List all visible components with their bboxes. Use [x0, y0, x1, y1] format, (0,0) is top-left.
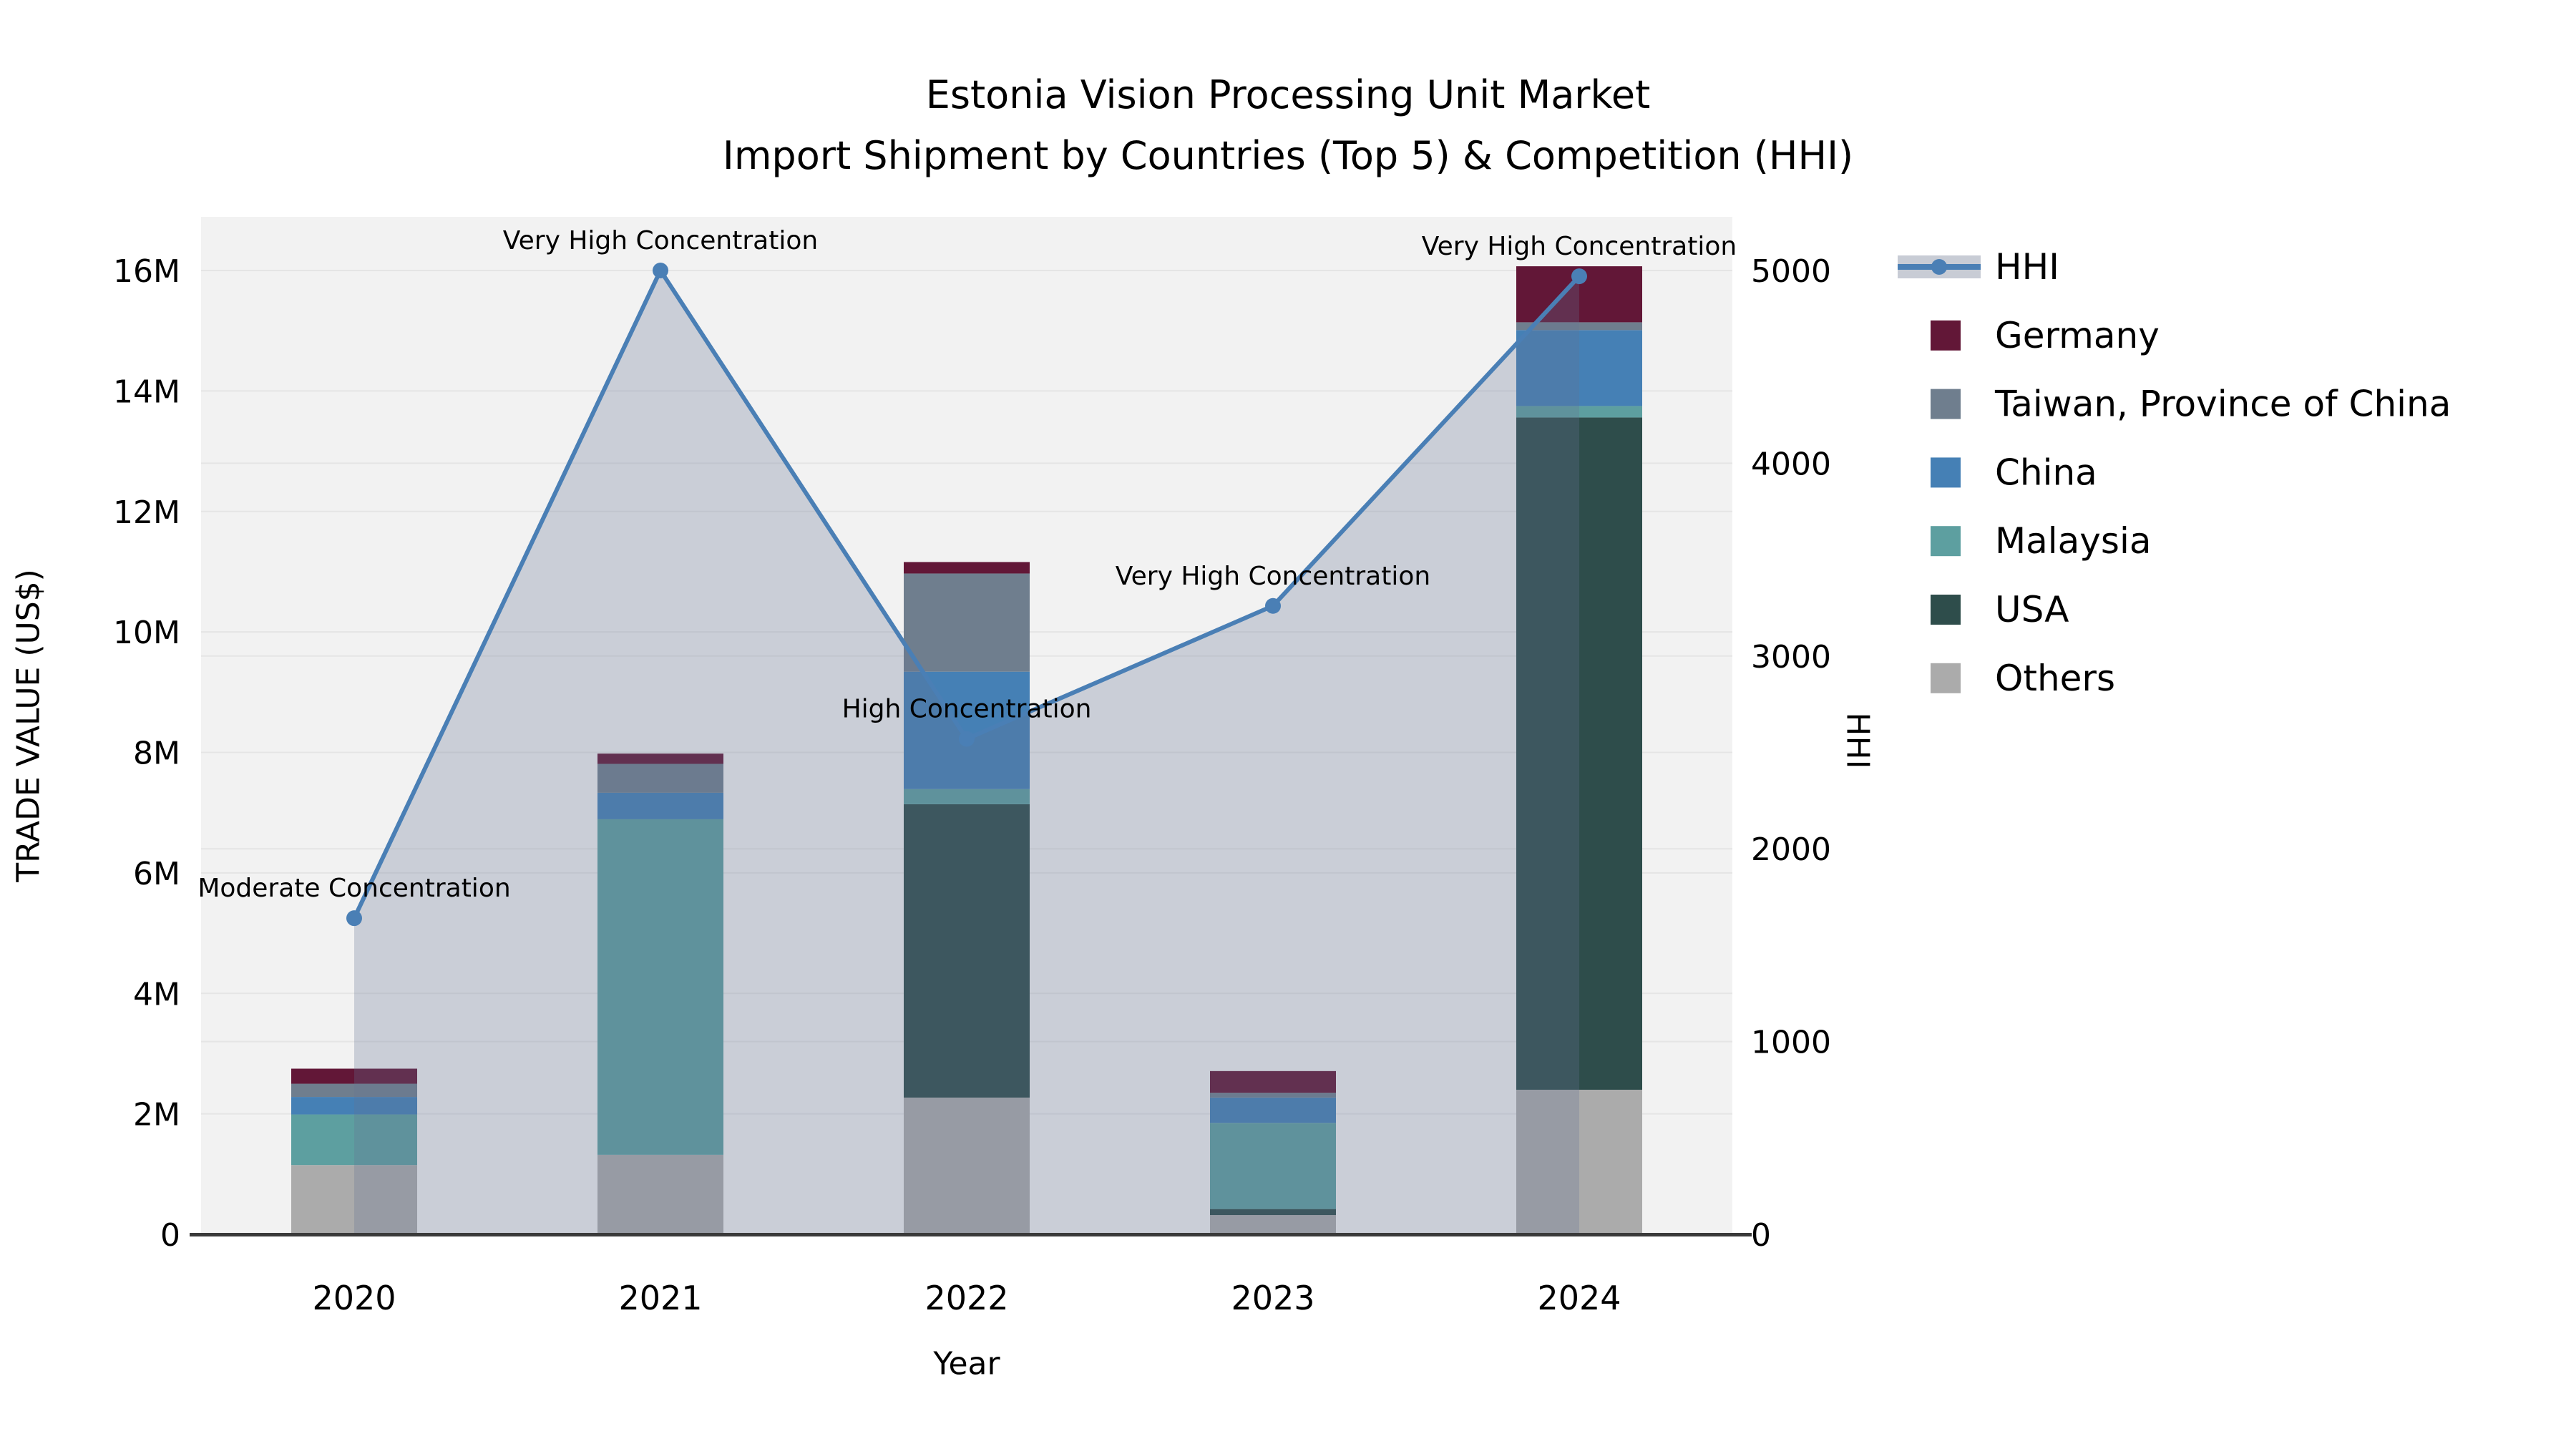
annotation-very-high-concentration-2024: Very High Concentration	[1422, 232, 1737, 261]
legend-label-usa: USA	[1995, 589, 2069, 630]
chart-subtitle: Import Shipment by Countries (Top 5) & C…	[722, 133, 1854, 178]
y-tick-label-8M: 8M	[133, 736, 180, 772]
hhi-point-2021	[653, 263, 668, 278]
legend-label-others: Others	[1995, 658, 2115, 699]
annotation-moderate-concentration-2020: Moderate Concentration	[197, 874, 510, 903]
bar-usa-2022	[904, 804, 1030, 1098]
hhi-point-2023	[1265, 597, 1281, 614]
hhi-area	[354, 270, 1579, 1234]
legend-swatch-others	[1931, 663, 1961, 693]
y2-tick-label-4000: 4000	[1751, 446, 1831, 482]
hhi-point-2020	[346, 910, 362, 927]
bar-others-2021	[597, 1154, 723, 1234]
bar-china-2020	[291, 1097, 417, 1115]
x-tick-label-2020: 2020	[312, 1279, 396, 1317]
bar-malaysia-2024	[1516, 406, 1642, 418]
bar-taiwan-province-of-china-2023	[1210, 1093, 1336, 1098]
bar-china-2023	[1210, 1097, 1336, 1123]
x-tick-label-2022: 2022	[924, 1279, 1008, 1317]
legend-swatch-usa	[1931, 595, 1961, 625]
bar-usa-2023	[1210, 1209, 1336, 1216]
y2-tick-label-5000: 5000	[1751, 253, 1831, 290]
y2-tick-label-3000: 3000	[1751, 639, 1831, 675]
annotation-very-high-concentration-2021: Very High Concentration	[503, 226, 818, 255]
bar-germany-2020	[291, 1068, 417, 1084]
y-tick-label-14M: 14M	[113, 374, 180, 410]
x-axis-line	[190, 1233, 1752, 1236]
bar-malaysia-2023	[1210, 1123, 1336, 1209]
y-tick-label-10M: 10M	[113, 615, 180, 651]
bar-taiwan-province-of-china-2024	[1516, 322, 1642, 331]
y-tick-label-6M: 6M	[133, 856, 180, 892]
y2-tick-label-1000: 1000	[1751, 1025, 1831, 1061]
bar-germany-2022	[904, 562, 1030, 574]
y2-tick-label-2000: 2000	[1751, 831, 1831, 868]
legend-label-germany: Germany	[1995, 315, 2160, 356]
y-tick-label-4M: 4M	[133, 976, 180, 1013]
legend-label-malaysia: Malaysia	[1995, 520, 2151, 562]
x-tick-label-2024: 2024	[1537, 1279, 1621, 1317]
bar-usa-2024	[1516, 417, 1642, 1090]
x-tick-label-2023: 2023	[1231, 1279, 1314, 1317]
bar-china-2022	[904, 671, 1030, 789]
annotation-very-high-concentration-2023: Very High Concentration	[1116, 562, 1430, 591]
bar-malaysia-2021	[597, 819, 723, 1155]
legend-label-china: China	[1995, 452, 2097, 493]
y-tick-label-0: 0	[160, 1217, 180, 1254]
bar-others-2023	[1210, 1215, 1336, 1234]
y-axis-title: TRADE VALUE (US$)	[10, 569, 47, 882]
bar-germany-2021	[597, 753, 723, 764]
x-tick-label-2021: 2021	[618, 1279, 702, 1317]
legend-swatch-germany	[1931, 320, 1961, 351]
bar-china-2021	[597, 792, 723, 819]
chart-title: Estonia Vision Processing Unit Market	[925, 72, 1651, 117]
legend-swatch-china	[1931, 457, 1961, 488]
bar-taiwan-province-of-china-2022	[904, 573, 1030, 672]
bar-malaysia-2020	[291, 1114, 417, 1166]
hhi-point-2022	[959, 731, 975, 747]
x-axis-title: Year	[933, 1345, 1000, 1382]
y-tick-label-2M: 2M	[133, 1097, 180, 1133]
legend-swatch-malaysia	[1931, 526, 1961, 557]
bar-china-2024	[1516, 330, 1642, 406]
y-tick-label-16M: 16M	[113, 253, 180, 290]
hhi-point-2024	[1571, 268, 1587, 285]
y2-tick-label-0: 0	[1751, 1217, 1771, 1254]
legend-swatch-hhi-marker-icon	[1931, 259, 1947, 275]
bar-malaysia-2022	[904, 789, 1030, 804]
annotation-high-concentration-2022: High Concentration	[842, 695, 1092, 724]
y-tick-label-12M: 12M	[113, 494, 180, 531]
legend-swatch-taiwan-province-of-china	[1931, 389, 1961, 419]
bar-taiwan-province-of-china-2020	[291, 1083, 417, 1098]
bar-taiwan-province-of-china-2021	[597, 763, 723, 793]
bar-others-2020	[291, 1165, 417, 1234]
legend-label-taiwan-province-of-china: Taiwan, Province of China	[1994, 384, 2451, 425]
bar-others-2022	[904, 1097, 1030, 1234]
y2-axis-title: HHI	[1839, 712, 1876, 769]
legend-label-hhi: HHI	[1995, 246, 2059, 288]
bar-others-2024	[1516, 1089, 1642, 1234]
bar-germany-2023	[1210, 1070, 1336, 1093]
